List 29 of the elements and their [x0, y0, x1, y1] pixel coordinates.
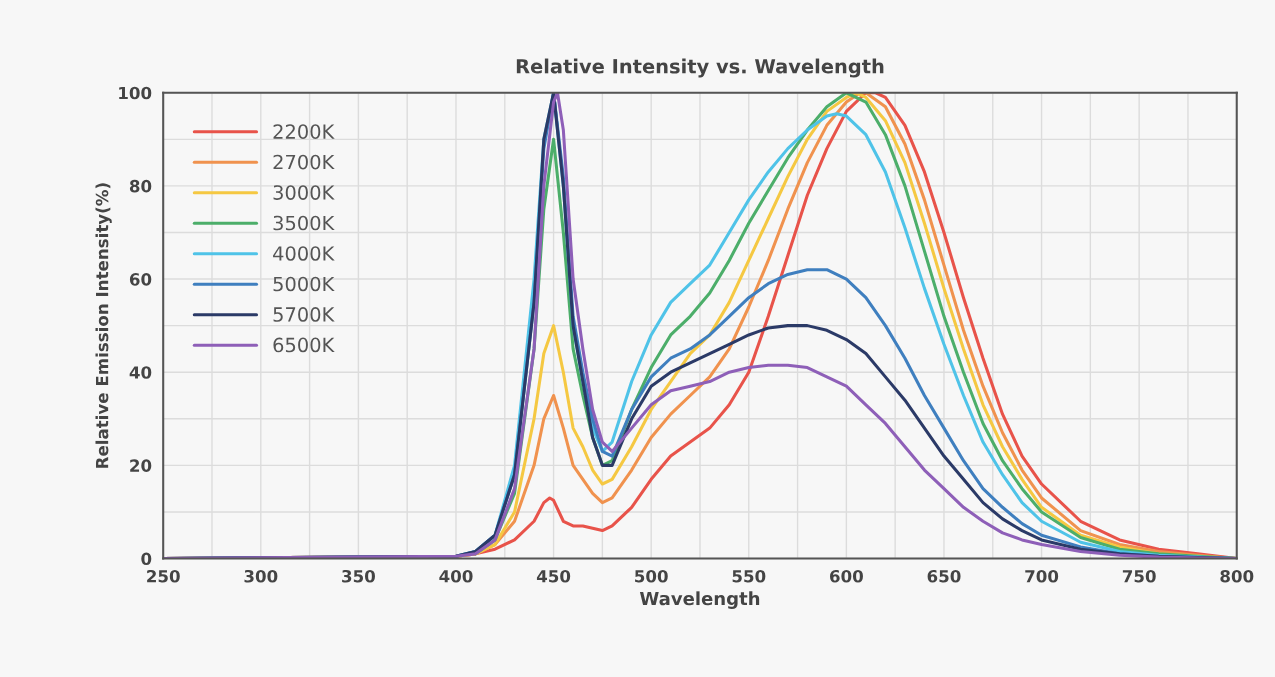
legend-label: 4000K [273, 246, 335, 261]
y-axis-title: Relative Emission Intensity(%) [95, 183, 112, 468]
legend-label: 3000K [273, 185, 335, 200]
legend-label: 2700K [273, 154, 335, 170]
x-axis-title: Wavelength [639, 591, 760, 609]
y-tick-label: 100 [119, 86, 152, 100]
legend-label: 3500K [273, 215, 335, 231]
chart-title: Relative Intensity vs. Wavelength [516, 58, 884, 78]
legend-label: 2200K [273, 124, 335, 139]
x-tick-label: 600 [830, 569, 863, 583]
x-tick-label: 400 [439, 569, 473, 583]
y-tick-label: 40 [129, 366, 152, 379]
y-tick-label: 60 [129, 273, 152, 286]
x-tick-label: 800 [1220, 569, 1254, 583]
x-tick-label: 550 [732, 569, 766, 583]
x-tick-label: 450 [536, 569, 571, 583]
legend-label: 5700K [273, 307, 335, 322]
y-tick-label: 20 [130, 459, 152, 472]
x-tick-label: 300 [244, 569, 278, 583]
x-tick-label: 350 [342, 569, 375, 583]
legend-label: 6500K [273, 337, 335, 353]
legend-label: 5000K [273, 276, 335, 292]
y-tick-label: 0 [141, 552, 152, 566]
x-tick-label: 250 [147, 569, 180, 583]
x-tick-label: 750 [1122, 569, 1156, 583]
x-tick-label: 650 [927, 569, 961, 583]
x-tick-label: 700 [1025, 569, 1059, 583]
y-tick-label: 80 [129, 179, 152, 193]
x-tick-label: 500 [635, 569, 668, 583]
